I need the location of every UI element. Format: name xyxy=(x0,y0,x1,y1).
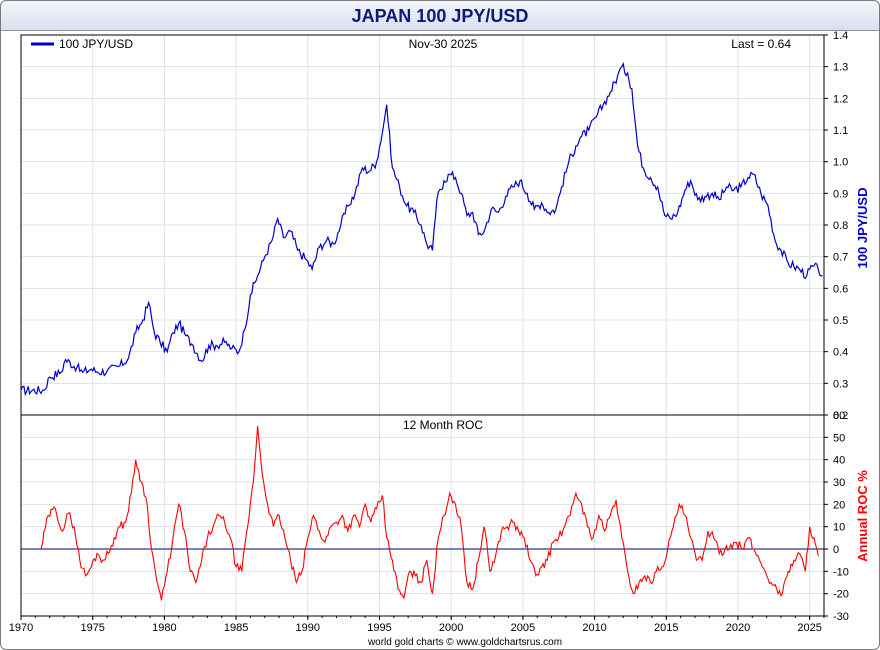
roc-y-tick-label: -20 xyxy=(833,589,849,601)
x-tick-label: 2010 xyxy=(582,622,606,634)
x-axis: 1970 1975 1980 1985 1990 1995 2000 2005 2010 2015… xyxy=(9,616,825,634)
roc-y-tick-label: -10 xyxy=(833,566,849,578)
price-y-tick-label: 1.1 xyxy=(833,125,848,137)
price-y-tick-label: 1.0 xyxy=(833,157,848,169)
price-y-tick-label: 0.2 xyxy=(833,410,848,422)
x-tick-label: 1995 xyxy=(367,622,391,634)
price-y-tick-label: 0.3 xyxy=(833,378,848,390)
roc-y-tick-label: 50 xyxy=(833,432,845,444)
price-y-tick-label: 0.7 xyxy=(833,252,848,264)
roc-y-axis-title: Annual ROC % xyxy=(855,470,870,562)
price-y-tick-label: 0.4 xyxy=(833,347,848,359)
x-tick-label: 2015 xyxy=(654,622,678,634)
x-tick-label: 1990 xyxy=(296,622,320,634)
roc-grid xyxy=(20,414,824,617)
x-tick-label: 2005 xyxy=(511,622,535,634)
price-y-tick-label: 0.8 xyxy=(833,220,848,232)
roc-y-tick-label: 40 xyxy=(833,455,845,467)
x-tick-label: 2000 xyxy=(439,622,463,634)
x-tick-label: 1975 xyxy=(80,622,104,634)
roc-series-line xyxy=(40,426,819,601)
roc-y-tick-label: -30 xyxy=(833,611,849,623)
date-label: Nov-30 2025 xyxy=(409,37,478,51)
price-series-line xyxy=(20,61,823,397)
price-y-axis-title: 100 JPY/USD xyxy=(855,188,870,269)
roc-panel-title: 12 Month ROC xyxy=(403,418,483,432)
chart-title: JAPAN 100 JPY/USD xyxy=(351,6,529,26)
title-bar: JAPAN 100 JPY/USD xyxy=(1,1,879,31)
price-y-tick-label: 1.4 xyxy=(833,30,848,42)
price-y-axis: 0.2 0.3 0.4 0.5 0.6 0.7 0.8 0.9 1.0 1.1 1.2 1.3 1.4 xyxy=(824,30,848,422)
price-y-tick-label: 1.3 xyxy=(833,62,848,74)
price-y-tick-label: 0.6 xyxy=(833,283,848,295)
last-value-label: Last = 0.64 xyxy=(731,37,791,51)
roc-y-tick-label: 10 xyxy=(833,522,845,534)
footer-credit: world gold charts © www.goldchartsrus.co… xyxy=(367,637,562,648)
roc-y-tick-label: 0 xyxy=(833,544,839,556)
x-tick-label: 2025 xyxy=(797,622,821,634)
price-y-tick-label: 1.2 xyxy=(833,93,848,105)
roc-y-tick-label: 30 xyxy=(833,477,845,489)
roc-y-tick-label: 60 xyxy=(833,410,845,422)
x-tick-label: 1970 xyxy=(9,622,33,634)
price-y-tick-label: 0.5 xyxy=(833,315,848,327)
roc-y-axis: -30 -20 -10 0 10 20 30 40 50 60 xyxy=(824,410,849,623)
legend-label: 100 JPY/USD xyxy=(59,37,133,51)
roc-plot-frame xyxy=(20,414,825,617)
x-tick-label: 1980 xyxy=(152,622,176,634)
x-tick-label: 2020 xyxy=(726,622,750,634)
x-tick-label: 1985 xyxy=(224,622,248,634)
price-y-tick-label: 0.9 xyxy=(833,188,848,200)
price-grid xyxy=(20,34,824,416)
roc-y-tick-label: 20 xyxy=(833,499,845,511)
